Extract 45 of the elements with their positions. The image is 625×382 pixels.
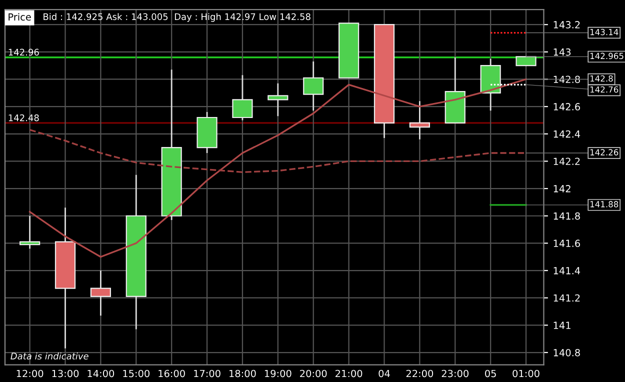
annotation: 142.965 [590,52,624,60]
x-tick-label: 13:00 [52,370,79,378]
chart-title: Price [8,13,31,21]
x-tick-label: 20:00 [300,370,327,378]
annotation: Data is indicative [10,352,88,360]
x-tick-label: 22:00 [406,370,434,378]
candlestick [232,74,253,121]
x-tick-label: 05 [485,370,496,378]
annotation: 142.76 [590,86,618,93]
y-tick-label: 140.8 [554,348,580,356]
x-tick-label: 14:00 [88,370,114,378]
y-tick-label: 142.2 [554,158,580,165]
ref-line-label: 142.48 [8,114,39,122]
x-tick-label: 16:00 [158,370,185,378]
annotation: 141.88 [590,201,618,208]
candlestick [20,215,40,250]
candlestick [409,100,430,140]
x-tick-label: 15:00 [123,370,150,378]
y-tick-label: 142.4 [554,130,580,138]
y-tick-label: 141.6 [554,240,580,248]
x-tick-label: 18:00 [230,370,256,378]
x-tick-label: 04 [378,370,390,378]
candlestick [90,270,111,316]
x-tick-label: 01:00 [512,370,540,378]
x-tick-label: 12:00 [16,370,44,378]
y-tick-label: 141.2 [554,294,580,302]
annotation: 143.14 [590,28,618,36]
y-tick-label: 142 [554,185,570,192]
ref-line-label: 142.96 [8,48,39,56]
y-tick-label: 141.4 [554,267,580,274]
chart-subtitle: Bid : 142.925 Ask : 143.005 Day : High 142.97 Low 142.58 [44,13,310,22]
candlestick [268,82,288,117]
x-tick-label: 23:00 [442,370,469,378]
y-tick-label: 141 [554,322,570,329]
annotation: 142.26 [590,149,618,156]
candlestick [303,60,324,112]
annotation: 142.8 [590,75,613,82]
x-tick-label: 17:00 [194,370,220,378]
y-tick-label: 141.8 [554,212,580,220]
y-tick-label: 143.2 [554,21,580,28]
y-tick-label: 143 [554,48,571,56]
x-tick-label: 21:00 [336,370,362,378]
line-series [28,128,527,173]
y-tick-label: 142.6 [554,103,580,110]
x-tick-label: 19:00 [264,370,292,378]
